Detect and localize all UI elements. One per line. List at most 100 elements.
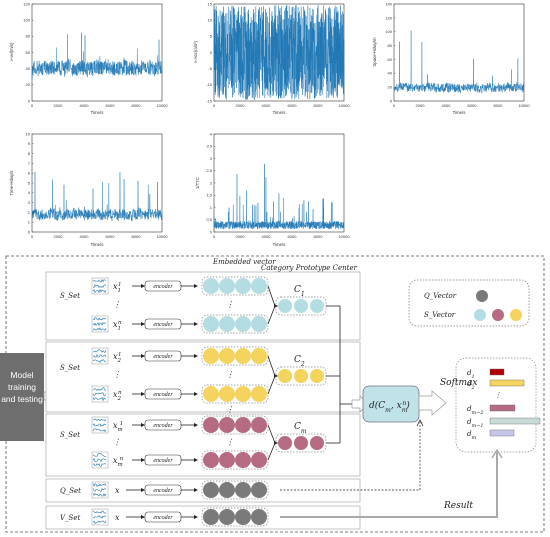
x-tick-label: 8000 (314, 234, 324, 239)
y-tick-label: 3 (210, 156, 213, 161)
plot-5-xlabel: Time/s (273, 242, 286, 247)
encoder-box: encoder (144, 280, 182, 292)
plot-3-xlabel: Time/s (453, 110, 466, 115)
x-tick-label: 10000 (156, 234, 168, 239)
plot-inverse-ttc: 1/TTC Time/s 0 0.5 1 1.5 2 2.5 3 3.5 4 0 2000 4000 6… (195, 131, 350, 247)
embedded-vector-column: ⋮ ⋮ ⋮ ⋮ (201, 276, 269, 527)
result-label: Result (443, 501, 473, 511)
x-tick-label: 6000 (106, 103, 116, 108)
ellipsis-dots: ⋮ (226, 438, 234, 447)
center-label: C1 (294, 285, 305, 298)
y-tick-label: 140 (385, 1, 392, 6)
x-tick-label: 4000 (262, 103, 272, 108)
softmax-output-row: dm (467, 429, 515, 441)
encoder-label: encoder (153, 354, 173, 360)
ellipsis-dots: ⋮ (226, 370, 234, 379)
y-tick-label: 80 (26, 34, 31, 39)
signal-thumbnail (91, 451, 109, 469)
y-tick-label: 4 (28, 190, 31, 195)
y-tick-label: 3.5 (206, 144, 212, 149)
encoder-box: encoder (144, 350, 182, 362)
plot-3-ylabel: Space-Hdwy/m (372, 37, 377, 67)
x-tick-label: 6000 (288, 103, 298, 108)
x-tick-label: 0 (393, 103, 396, 108)
x-tick-label: 10000 (338, 234, 350, 239)
encoder-label: encoder (153, 284, 173, 290)
embedded-vector-row (201, 314, 269, 334)
s-set-label-3: S_Set (60, 431, 80, 439)
model-training-label: Model training and testing (1, 370, 43, 404)
s-set-label-1: S_Set (60, 292, 80, 300)
ellipsis-dots: ⋮ (226, 405, 234, 414)
x-tick-label: 10000 (518, 103, 530, 108)
embedded-vector-row (201, 450, 269, 470)
output-bar (489, 368, 505, 376)
softmax-output-row: d1 (467, 368, 505, 380)
y-tick-label: 40 (388, 71, 393, 76)
q-to-distance-arrowhead (416, 419, 424, 427)
output-bar (489, 417, 541, 425)
plot-2-xlabel: Time/s (273, 110, 286, 115)
signal-thumbnail (91, 385, 109, 403)
q-set-x-label: x (115, 486, 120, 495)
plot-v-acc: v-Acc(m/s²) Time/s -15 -10 -5 0 5 10 15 0 2000 40… (193, 1, 350, 115)
legend-s-label: S_Vector (424, 311, 456, 319)
y-tick-label: 9 (28, 141, 31, 146)
y-tick-label: 3 (28, 200, 31, 205)
x-tick-label: 4000 (262, 234, 272, 239)
ellipsis-dots: ⋮ (226, 300, 234, 309)
v-set-vector-row (201, 507, 269, 527)
encoder-box: encoder (144, 454, 182, 466)
legend-s-dot-3 (510, 309, 522, 321)
plot-4-xlabel: Time/s (91, 242, 104, 247)
plot-1-trace (31, 32, 163, 80)
x-tick-label: 2000 (54, 234, 64, 239)
y-tick-label: 20 (388, 85, 393, 90)
v-set-label: V_Set (60, 514, 80, 522)
result-line (280, 452, 498, 518)
y-tick-label: 60 (388, 57, 393, 62)
encoder-box: encoder (144, 388, 182, 400)
q-set-label: Q_Set (60, 487, 81, 495)
output-label: d2 (467, 380, 475, 391)
y-tick-label: 5 (210, 34, 213, 39)
plot-v-vel: v-vel(m/s) Time/s 0 20 40 60 80 100 120 0 2000 40… (9, 1, 168, 115)
encoder-label: encoder (153, 458, 173, 464)
x-tick-label: 0 (213, 234, 216, 239)
y-tick-label: 120 (385, 15, 392, 20)
legend-q-dot (476, 290, 488, 302)
y-tick-label: 80 (388, 43, 393, 48)
signal-thumbnail (91, 315, 109, 333)
output-bar (489, 379, 525, 387)
x-tick-label: 10000 (156, 103, 168, 108)
x-tick-label: 0 (31, 234, 34, 239)
y-tick-label: 6 (28, 171, 31, 176)
y-tick-label: 0 (28, 98, 31, 103)
y-tick-label: 40 (26, 66, 31, 71)
v-set-x-label: x (115, 513, 120, 522)
signal-thumbnail (91, 508, 109, 526)
x-tick-label: 2000 (236, 234, 246, 239)
signal-thumbnail (91, 277, 109, 295)
plot-4-trace (31, 171, 163, 222)
plot-2-ylabel: v-Acc(m/s²) (193, 40, 198, 63)
x-tick-label: 8000 (314, 103, 324, 108)
plot-space-hdwy: Space-Hdwy/m Time/s 0 20 40 60 80 100 120 140 0 2… (372, 1, 530, 115)
result-arrowhead (491, 448, 503, 459)
x-tick-label: 2000 (236, 103, 246, 108)
y-tick-label: 0 (390, 98, 393, 103)
q-set-group (45, 478, 361, 503)
softmax-arrow (418, 390, 447, 416)
output-bar (489, 404, 516, 412)
y-tick-label: 8 (28, 151, 31, 156)
y-tick-label: 1.5 (206, 193, 212, 198)
x-tick-label: 6000 (468, 103, 478, 108)
embedded-vector-row (201, 415, 269, 435)
x-tick-label: 2000 (54, 103, 64, 108)
model-training-block (0, 353, 44, 441)
x-tick-label: 4000 (442, 103, 452, 108)
legend-s-dot-1 (474, 309, 486, 321)
encoder-column: x11 encoder x1n encoder ⋮ x21 encoder x2n encode… (113, 280, 198, 523)
prototype-center: C1 (275, 285, 327, 316)
